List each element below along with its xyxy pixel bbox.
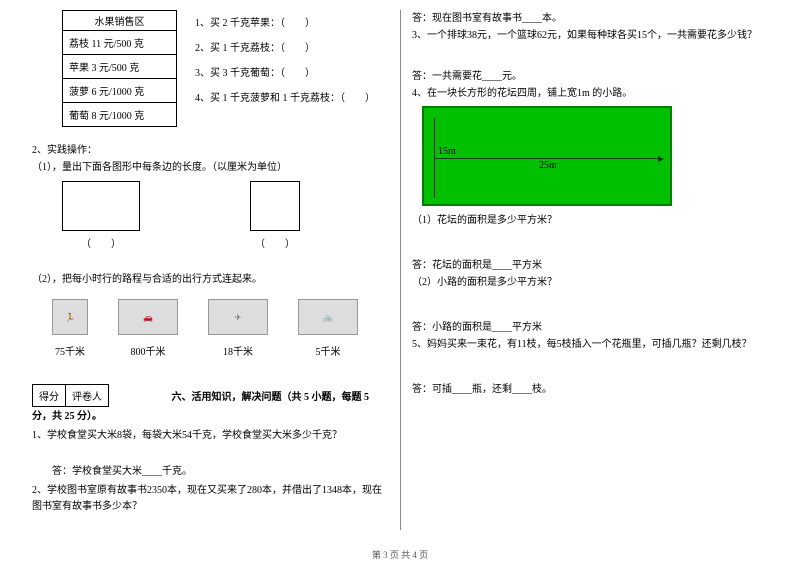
veh-label-2: 800千米 — [118, 343, 178, 358]
problem-4-q2: （2）小路的面积是多少平方米？ — [412, 274, 768, 291]
answer-4a: 答：花坛的面积是____平方米 — [412, 257, 768, 274]
problem-2: 2、学校图书室原有故事书2350本，现在又买来了280本，并借出了1348本，现… — [32, 483, 388, 515]
fruit-q4: 4、买 1 千克菠萝和 1 千克荔枝：（ ） — [195, 89, 375, 104]
q2-heading: 2、实践操作： — [32, 141, 388, 156]
answer-3: 答：一共需要花____元。 — [412, 68, 768, 85]
flowerbed-diagram: 15m 25m — [422, 106, 672, 206]
fruit-price-table: 水果销售区 荔枝 11 元/500 克 苹果 3 元/500 克 菠萝 6 元/… — [62, 10, 177, 127]
problem-4: 4、在一块长方形的花坛四周，铺上宽1m 的小路。 — [412, 85, 768, 102]
score-box: 得分 评卷人 — [32, 384, 109, 407]
veh-label-1: 75千米 — [52, 343, 88, 358]
page-footer: 第 3 页 共 4 页 — [0, 548, 800, 561]
diagram-height-label: 15m — [438, 146, 456, 157]
veh-label-3: 18千米 — [208, 343, 268, 358]
fruit-questions: 1、买 2 千克苹果：（ ） 2、买 1 千克荔枝：（ ） 3、买 3 千克葡萄… — [195, 10, 375, 127]
answer-1: 答：学校食堂买大米____千克。 — [52, 462, 388, 477]
veh-label-4: 5千米 — [298, 343, 358, 358]
right-column: 答：现在图书室有故事书____本。 3、一个排球38元，一个篮球62元，如果每种… — [400, 10, 780, 540]
vehicle-icon-person: 🏃 — [52, 299, 88, 335]
score-label: 得分 — [33, 385, 66, 406]
left-column: 水果销售区 荔枝 11 元/500 克 苹果 3 元/500 克 菠萝 6 元/… — [20, 10, 400, 540]
problem-4-q1: （1）花坛的面积是多少平方米？ — [412, 212, 768, 229]
q2a-text: （1），量出下面各图形中每条边的长度。（以厘米为单位） — [32, 158, 388, 173]
measure-rect-1 — [62, 181, 140, 231]
fruit-row: 菠萝 6 元/1000 克 — [63, 78, 176, 102]
fruit-q1: 1、买 2 千克苹果：（ ） — [195, 14, 375, 29]
diagram-width-label: 25m — [539, 160, 557, 171]
q2b-text: （2），把每小时行的路程与合适的出行方式连起来。 — [32, 270, 388, 285]
fruit-q2: 2、买 1 千克荔枝：（ ） — [195, 39, 375, 54]
measure-rect-2 — [250, 181, 300, 231]
answer-5: 答：可插____瓶，还剩____枝。 — [412, 381, 768, 398]
problem-5: 5、妈妈买来一束花，有11枝，每5枝插入一个花瓶里，可插几瓶？还剩几枝？ — [412, 336, 768, 353]
rect-label-1: （ ） — [62, 235, 140, 250]
fruit-row: 荔枝 11 元/500 克 — [63, 30, 176, 54]
answer-2: 答：现在图书室有故事书____本。 — [412, 10, 768, 27]
rect-label-2: （ ） — [250, 235, 300, 250]
vehicle-icon-bike: 🚲 — [298, 299, 358, 335]
problem-3: 3、一个排球38元，一个篮球62元，如果每种球各买15个，一共需要花多少钱？ — [412, 27, 768, 44]
fruit-row: 苹果 3 元/500 克 — [63, 54, 176, 78]
fruit-table-title: 水果销售区 — [63, 11, 176, 30]
answer-4b: 答：小路的面积是____平方米 — [412, 319, 768, 336]
problem-1: 1、学校食堂买大米8袋，每袋大米54千克，学校食堂买大米多少千克？ — [32, 428, 388, 444]
vehicle-icon-plane: ✈ — [208, 299, 268, 335]
grader-label: 评卷人 — [66, 385, 108, 406]
fruit-row: 葡萄 8 元/1000 克 — [63, 102, 176, 126]
diagram-hline — [434, 158, 659, 159]
fruit-q3: 3、买 3 千克葡萄：（ ） — [195, 64, 375, 79]
vehicle-icon-car: 🚗 — [118, 299, 178, 335]
